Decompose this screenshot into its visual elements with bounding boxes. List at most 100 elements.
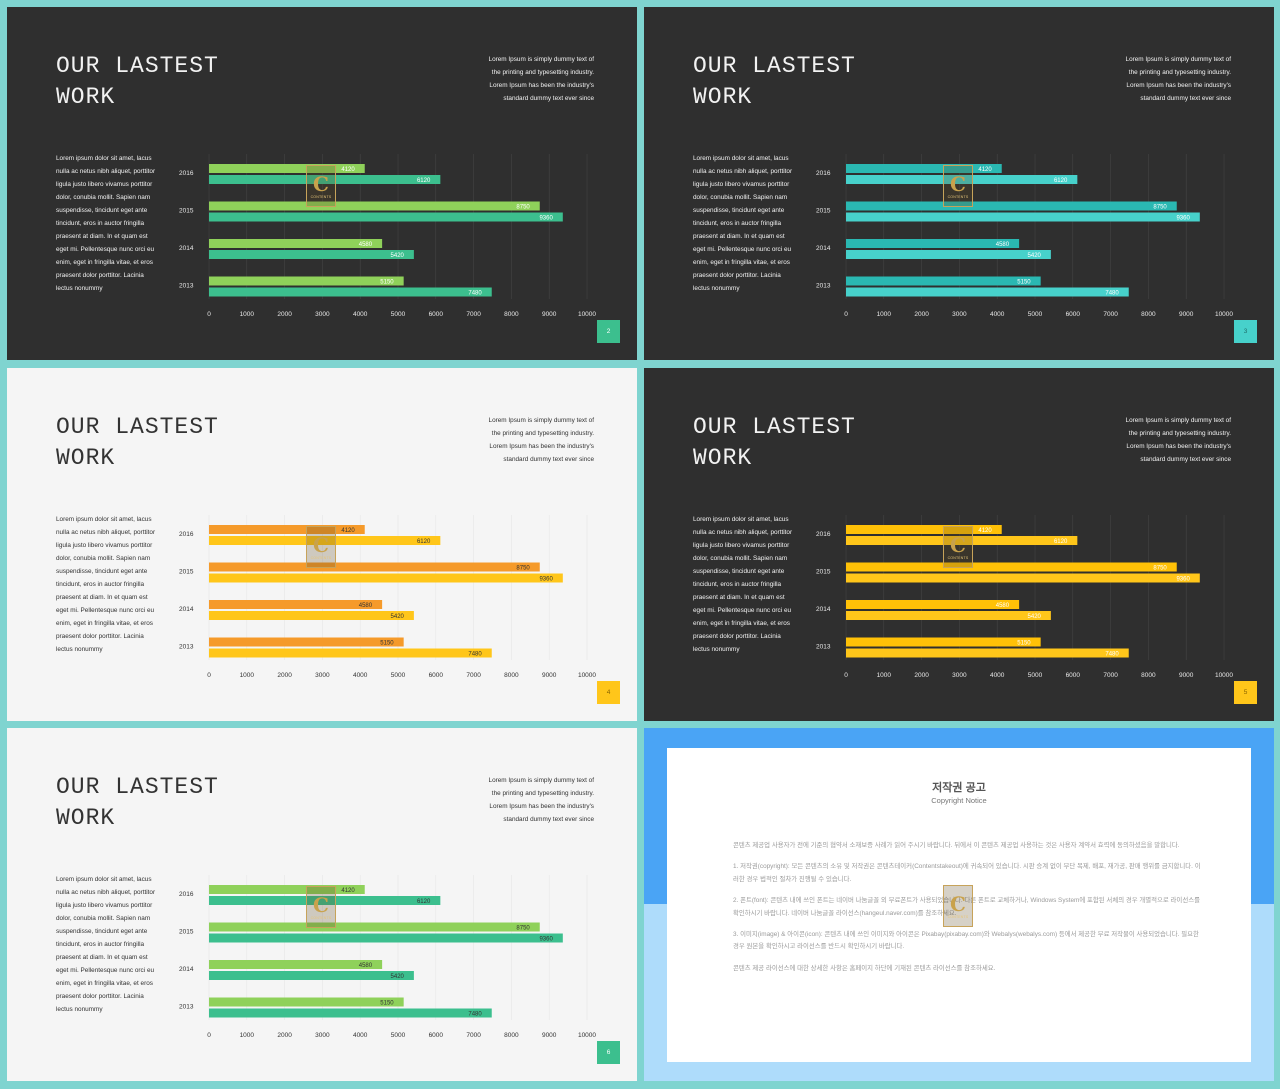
bar-value-label: 4580 [359, 242, 373, 248]
bar-value-label: 9360 [539, 215, 553, 221]
bar-value-label: 7480 [1105, 651, 1119, 657]
notice-title: 저작권 공고 [932, 782, 986, 794]
bar [846, 164, 1002, 173]
chart-svg: 0 1000 2000 3000 4000 5000 6000 7000 8000 9000 100… [816, 154, 1233, 318]
x-tick-label: 1000 [877, 311, 892, 318]
notice-paragraph: 콘텐츠 제공업 사용자가 전에 기준의 협약서 소재보증 사례가 읽어 주시기 … [733, 842, 1180, 849]
body-text: Lorem ipsum dolor sit amet, lacus nulla … [56, 876, 156, 1013]
bar-value-label: 5420 [391, 614, 405, 620]
title-line: WORK [693, 84, 753, 110]
page-number-badge: 5 [1234, 681, 1257, 704]
chart-slide: OUR LASTEST WORK Lorem Ipsum is simply d… [7, 368, 637, 721]
x-tick-label: 8000 [1141, 311, 1156, 318]
bar [209, 922, 540, 932]
page-number-badge: 3 [1234, 320, 1257, 343]
x-tick-label: 10000 [578, 311, 596, 318]
bar [846, 611, 1051, 620]
bar [209, 164, 365, 173]
intro-text: Lorem Ipsum is simply dummy text of the … [488, 417, 594, 463]
category-label: 2014 [816, 245, 831, 252]
x-tick-label: 4000 [353, 311, 368, 318]
category-label: 2013 [816, 644, 831, 651]
notice-paragraph: 콘텐츠 제공 라이선스에 대한 상세한 사항은 홈페이지 하단에 기재된 콘텐츠… [733, 964, 996, 972]
bar-value-label: 4580 [996, 603, 1010, 609]
bar [846, 536, 1078, 545]
x-tick-label: 6000 [429, 311, 444, 318]
x-tick-label: 10000 [578, 672, 596, 679]
bar [209, 239, 383, 248]
chart-slide: OUR LASTEST WORK Lorem Ipsum is simply d… [7, 728, 637, 1081]
bar [209, 885, 365, 894]
category-label: 2015 [179, 569, 194, 576]
bar-value-label: 5420 [391, 974, 405, 980]
category-label: 2016 [179, 531, 194, 538]
chart-slide: OUR LASTEST WORK Lorem Ipsum is simply d… [7, 7, 637, 360]
bar-chart: 0 1000 2000 3000 4000 5000 6000 7000 8000 9000 100… [179, 870, 599, 1045]
bar-value-label: 6120 [1054, 178, 1068, 184]
bar-chart: 0 1000 2000 3000 4000 5000 6000 7000 8000 9000 100… [816, 510, 1236, 685]
bar-value-label: 4580 [359, 963, 373, 969]
x-tick-label: 5000 [391, 672, 406, 679]
watermark-text: CONTENTS [947, 915, 969, 919]
bar-value-label: 4120 [341, 528, 355, 534]
bar [846, 562, 1177, 572]
chart-slide: OUR LASTEST WORK Lorem Ipsum is simply d… [644, 368, 1274, 721]
bar-value-label: 8750 [1153, 204, 1167, 210]
x-tick-label: 3000 [952, 311, 967, 318]
bar-value-label: 8750 [516, 204, 530, 210]
title-line: OUR LASTEST [56, 414, 219, 440]
watermark-letter: C [313, 533, 329, 557]
bar [846, 212, 1200, 222]
watermark-letter: C [950, 892, 966, 916]
bar [209, 896, 441, 905]
slide-title: OUR LASTEST WORK [56, 772, 219, 834]
watermark-text: CONTENTS [947, 556, 969, 560]
bar-value-label: 7480 [468, 1011, 482, 1017]
x-tick-label: 6000 [429, 1032, 444, 1039]
watermark-letter: C [313, 893, 329, 917]
x-tick-label: 9000 [542, 1032, 557, 1039]
bar [846, 525, 1002, 534]
x-tick-label: 0 [207, 1032, 211, 1039]
bar-value-label: 5150 [380, 279, 394, 285]
bar [209, 637, 404, 647]
x-tick-label: 4000 [353, 672, 368, 679]
x-tick-label: 0 [207, 311, 211, 318]
x-tick-label: 5000 [391, 1032, 406, 1039]
x-tick-label: 7000 [466, 672, 481, 679]
watermark-letter: C [950, 533, 966, 557]
bar [209, 971, 414, 980]
title-line: OUR LASTEST [693, 53, 856, 79]
x-tick-label: 3000 [952, 672, 967, 679]
watermark-letter: C [313, 172, 329, 196]
watermark-logo: C CONTENTS [306, 526, 336, 568]
x-tick-label: 1000 [240, 311, 255, 318]
bar [209, 536, 441, 545]
bar-value-label: 5150 [380, 1000, 394, 1006]
intro-text: Lorem Ipsum is simply dummy text of the … [488, 56, 594, 102]
bar-value-label: 7480 [1105, 290, 1119, 296]
category-label: 2014 [816, 606, 831, 613]
bar-value-label: 5150 [1017, 279, 1031, 285]
bar-value-label: 6120 [417, 178, 431, 184]
bar-value-label: 6120 [1054, 539, 1068, 545]
intro-text: Lorem Ipsum is simply dummy text of the … [488, 777, 594, 823]
x-tick-label: 7000 [1103, 311, 1118, 318]
bar [846, 239, 1020, 248]
x-tick-label: 6000 [1066, 311, 1081, 318]
watermark-logo: C CONTENTS [943, 165, 973, 207]
x-tick-label: 2000 [277, 672, 292, 679]
intro-text: Lorem Ipsum is simply dummy text of the … [1125, 417, 1231, 463]
title-line: OUR LASTEST [56, 774, 219, 800]
x-tick-label: 8000 [504, 311, 519, 318]
bar [209, 1008, 492, 1018]
bar-value-label: 7480 [468, 651, 482, 657]
bar-value-label: 4580 [996, 242, 1010, 248]
x-tick-label: 7000 [1103, 672, 1118, 679]
x-tick-label: 9000 [1179, 672, 1194, 679]
category-label: 2013 [179, 1004, 194, 1011]
x-tick-label: 7000 [466, 1032, 481, 1039]
notice-subtitle: Copyright Notice [931, 796, 987, 805]
x-tick-label: 1000 [877, 672, 892, 679]
slide-title: OUR LASTEST WORK [693, 51, 856, 113]
